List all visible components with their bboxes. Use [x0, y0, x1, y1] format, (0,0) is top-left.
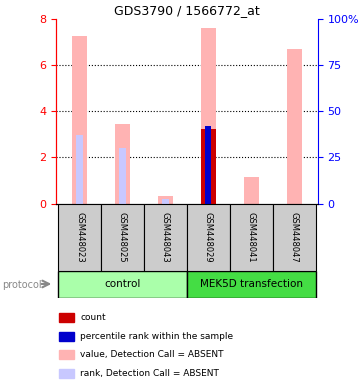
Bar — [144, 204, 187, 271]
Bar — [287, 49, 301, 204]
Text: count: count — [80, 313, 106, 322]
Bar — [59, 313, 74, 322]
Bar — [58, 204, 101, 271]
Text: MEK5D transfection: MEK5D transfection — [200, 279, 303, 289]
Text: value, Detection Call = ABSENT: value, Detection Call = ABSENT — [80, 350, 224, 359]
Bar — [115, 124, 130, 204]
Text: rank, Detection Call = ABSENT: rank, Detection Call = ABSENT — [80, 369, 219, 378]
Text: GSM448025: GSM448025 — [118, 212, 127, 262]
Bar — [76, 135, 83, 204]
Bar — [59, 332, 74, 341]
Text: GSM448043: GSM448043 — [161, 212, 170, 263]
Bar — [119, 148, 126, 204]
Text: control: control — [104, 279, 141, 289]
Bar — [201, 28, 216, 204]
Title: GDS3790 / 1566772_at: GDS3790 / 1566772_at — [114, 3, 260, 17]
Text: GSM448023: GSM448023 — [75, 212, 84, 263]
Bar — [59, 369, 74, 378]
Bar — [230, 204, 273, 271]
Bar — [201, 129, 216, 204]
Text: GSM448041: GSM448041 — [247, 212, 256, 262]
Bar — [187, 271, 316, 298]
Bar — [187, 204, 230, 271]
Bar — [101, 204, 144, 271]
Bar — [201, 129, 216, 204]
Bar — [72, 36, 87, 204]
Bar — [158, 196, 173, 204]
Text: percentile rank within the sample: percentile rank within the sample — [80, 332, 233, 341]
Bar — [244, 177, 259, 204]
Text: GSM448029: GSM448029 — [204, 212, 213, 262]
Text: protocol: protocol — [2, 280, 42, 290]
Bar — [59, 350, 74, 359]
Bar — [273, 204, 316, 271]
Bar — [205, 126, 212, 204]
Bar — [162, 199, 169, 204]
Text: GSM448047: GSM448047 — [290, 212, 299, 263]
Bar — [58, 271, 187, 298]
